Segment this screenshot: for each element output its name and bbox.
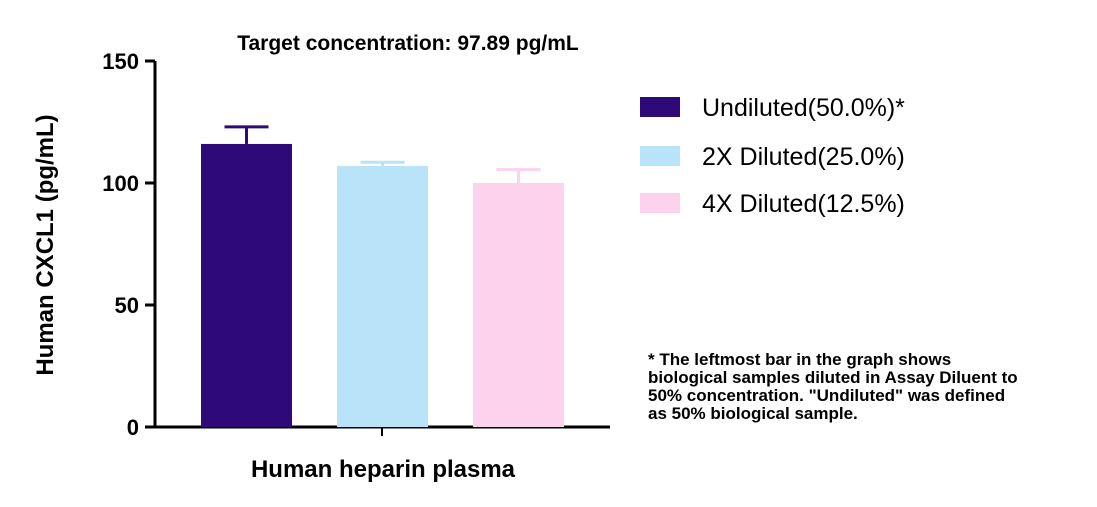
y-tick-label: 100 [102, 171, 139, 196]
legend-label: 2X Diluted(25.0%) [702, 143, 905, 171]
legend: Undiluted(50.0%)* 2X Diluted(25.0%) 4X Dil… [640, 94, 905, 218]
legend-swatch [640, 146, 680, 166]
y-ticks: 0 50 100 150 [102, 49, 155, 440]
bar [337, 165, 428, 428]
y-tick-label: 150 [102, 49, 139, 74]
footnote-line: * The leftmost bar in the graph shows [648, 350, 952, 369]
x-axis-title: Human heparin plasma [251, 456, 516, 483]
y-axis: 0 50 100 150 [102, 49, 157, 440]
chart-title: Target concentration: 97.89 pg/mL [237, 32, 579, 55]
bar [473, 183, 564, 427]
legend-swatch [640, 193, 680, 213]
y-tick-label: 50 [115, 293, 139, 318]
footnote-line: 50% concentration. "Undiluted" was defin… [648, 386, 1006, 405]
y-axis-title: Human CXCL1 (pg/mL) [32, 114, 59, 375]
y-tick-label: 0 [127, 415, 139, 440]
bars [201, 125, 564, 428]
legend-label: 4X Diluted(12.5%) [702, 190, 905, 218]
x-axis [154, 425, 610, 436]
bar [201, 143, 292, 427]
footnote: * The leftmost bar in the graph shows bi… [648, 351, 1078, 423]
legend-swatch [640, 97, 680, 117]
footnote-line: biological samples diluted in Assay Dilu… [648, 368, 1018, 387]
footnote-line: as 50% biological sample. [648, 404, 858, 423]
legend-label: Undiluted(50.0%)* [702, 94, 905, 122]
